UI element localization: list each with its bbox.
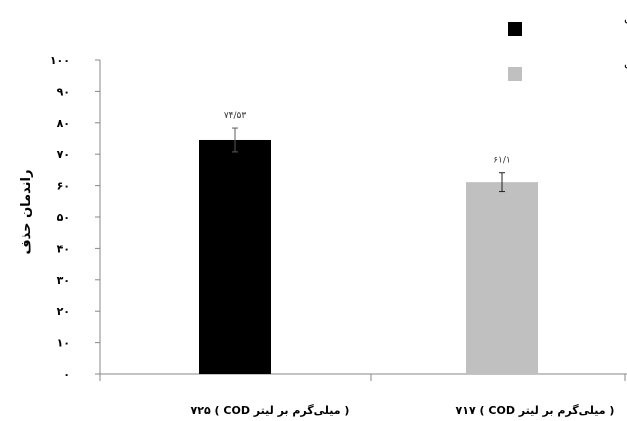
legend: فاضلاب مصنوعی فاضلاب واقعی bbox=[508, 11, 627, 81]
y-tick-label: ۴۰ bbox=[57, 242, 70, 255]
y-tick-label: ۱۰۰ bbox=[50, 54, 70, 67]
x-axis bbox=[99, 373, 627, 381]
category-label: ( میلی‌گرم بر لیتر COD ) ۷۱۷ bbox=[456, 404, 615, 417]
legend-label: فاضلاب مصنوعی bbox=[624, 11, 627, 26]
category-labels: ( میلی‌گرم بر لیتر COD ) ۷۲۵ ( میلی‌گرم ب… bbox=[191, 404, 615, 417]
data-labels: ۷۴/۵۳ ۶۱/۱ bbox=[224, 111, 511, 166]
y-tick-label: ۸۰ bbox=[57, 117, 70, 130]
y-tick-label: ۳۰ bbox=[57, 274, 70, 287]
y-tick-label: ۵۰ bbox=[57, 211, 70, 224]
y-tick-label: ۷۰ bbox=[57, 148, 70, 161]
bar bbox=[466, 182, 538, 374]
y-tick-label: ۹۰ bbox=[57, 85, 70, 98]
y-tick-label: ۶۰ bbox=[57, 180, 70, 193]
legend-swatch bbox=[508, 67, 522, 81]
bar bbox=[199, 139, 271, 374]
y-axis: ۰ ۱۰ ۲۰ ۳۰ ۴۰ ۵۰ ۶۰ ۷۰ ۸۰ ۹۰ ۱۰۰ bbox=[50, 54, 101, 381]
y-tick-label: ۰ bbox=[63, 368, 70, 381]
y-axis-label: راندمان حذف bbox=[19, 170, 34, 255]
category-label: ( میلی‌گرم بر لیتر COD ) ۷۲۵ bbox=[191, 404, 350, 417]
bars bbox=[199, 127, 538, 374]
data-label: ۷۴/۵۳ bbox=[224, 111, 247, 121]
legend-swatch bbox=[508, 22, 522, 36]
y-tick-label: ۲۰ bbox=[57, 305, 70, 318]
legend-label: فاضلاب واقعی bbox=[624, 56, 627, 71]
data-label: ۶۱/۱ bbox=[493, 156, 511, 166]
y-tick-label: ۱۰ bbox=[57, 337, 70, 350]
